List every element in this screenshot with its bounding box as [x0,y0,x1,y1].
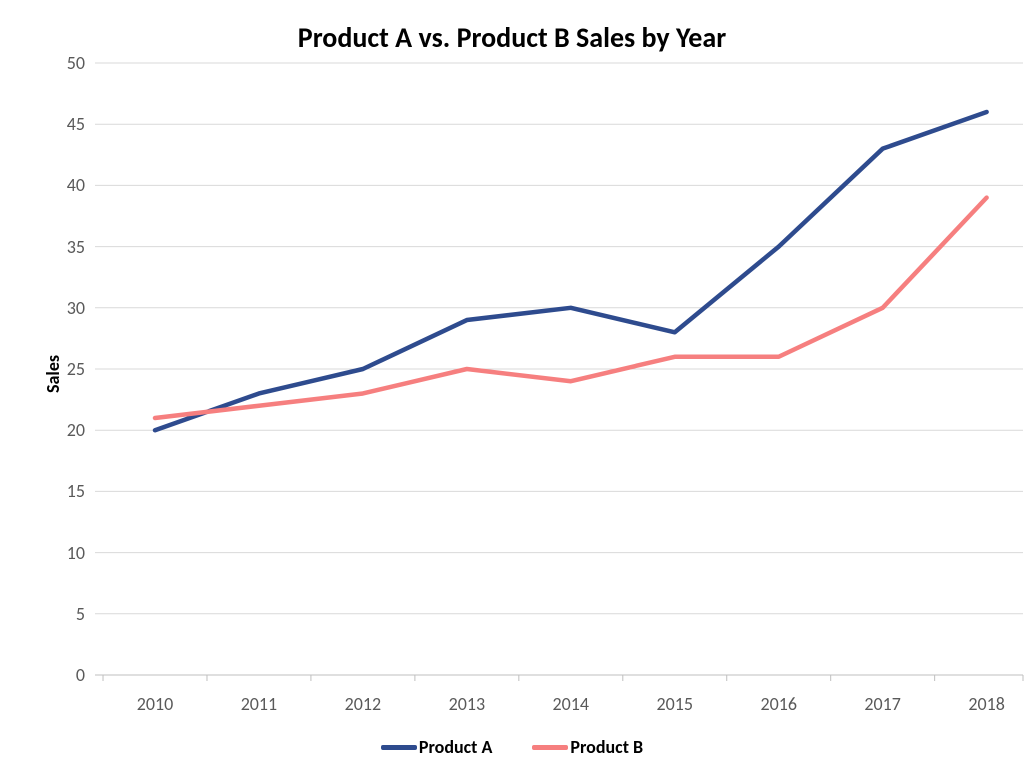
legend-item-product-a: Product A [381,736,493,758]
x-tick-label: 2018 [957,693,1017,715]
y-tick-label: 15 [45,480,85,502]
y-tick-label: 25 [45,358,85,380]
y-tick-label: 45 [45,113,85,135]
y-tick-label: 0 [45,664,85,686]
y-tick-label: 50 [45,52,85,74]
y-tick-label: 20 [45,419,85,441]
y-tick-label: 5 [45,603,85,625]
x-tick-label: 2017 [853,693,913,715]
y-tick-label: 40 [45,174,85,196]
legend-swatch-b [532,745,568,750]
plot-area [95,63,1023,675]
x-tick-label: 2013 [437,693,497,715]
legend-item-product-b: Product B [532,736,643,758]
legend-label-b: Product B [570,736,643,758]
x-tick-label: 2014 [541,693,601,715]
x-tick-label: 2016 [749,693,809,715]
x-tick-label: 2015 [645,693,705,715]
chart-title: Product A vs. Product B Sales by Year [0,20,1024,55]
x-tick-label: 2010 [125,693,185,715]
y-tick-label: 10 [45,542,85,564]
legend: Product A Product B [0,736,1024,758]
legend-label-a: Product A [419,736,493,758]
y-tick-label: 30 [45,297,85,319]
y-tick-label: 35 [45,236,85,258]
x-tick-label: 2011 [229,693,289,715]
legend-swatch-a [381,745,417,750]
line-chart: Product A vs. Product B Sales by Year Sa… [0,0,1024,768]
x-tick-label: 2012 [333,693,393,715]
